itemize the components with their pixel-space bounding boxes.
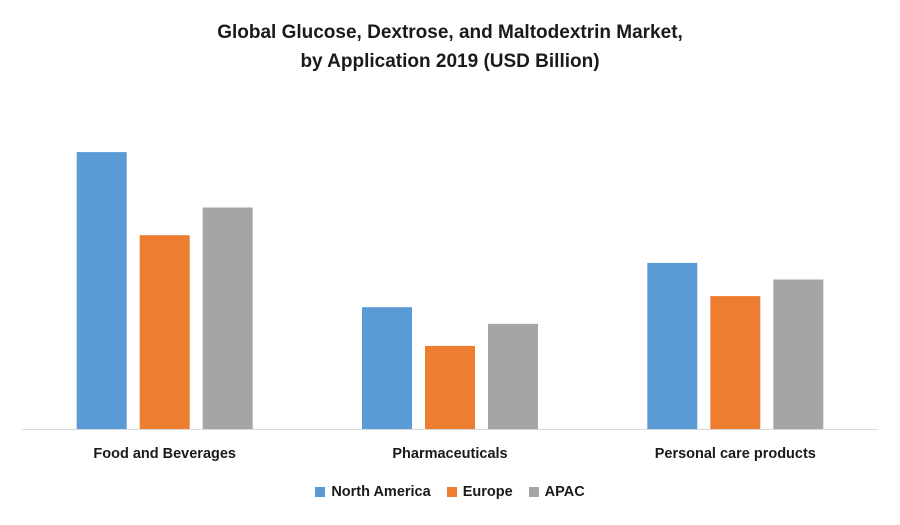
bar-europe-2 bbox=[710, 296, 761, 429]
bar-apac-2 bbox=[773, 279, 824, 429]
legend-item-north-america: North America bbox=[315, 484, 431, 500]
legend-label-apac: APAC bbox=[544, 484, 585, 500]
legend-label-europe: Europe bbox=[462, 484, 513, 500]
bar-north-america-1 bbox=[362, 307, 412, 429]
bar-europe-0 bbox=[139, 235, 190, 429]
bar-europe-1 bbox=[425, 345, 475, 429]
category-label: Food and Beverages bbox=[93, 446, 236, 462]
legend: North America Europe APAC bbox=[0, 484, 900, 500]
legend-swatch-north-america bbox=[315, 487, 326, 497]
bar-apac-1 bbox=[488, 323, 538, 429]
legend-swatch-apac bbox=[528, 487, 539, 497]
chart-subtitle: by Application 2019 (USD Billion) bbox=[300, 51, 600, 72]
legend-item-apac: APAC bbox=[528, 484, 585, 500]
category-label: Personal care products bbox=[655, 446, 816, 462]
legend-swatch-europe bbox=[446, 487, 457, 497]
chart-title: Global Glucose, Dextrose, and Maltodextr… bbox=[217, 22, 683, 43]
bar-north-america-0 bbox=[76, 152, 127, 429]
legend-item-europe: Europe bbox=[446, 484, 513, 500]
legend-label-north-america: North America bbox=[331, 484, 431, 500]
bar-apac-0 bbox=[202, 207, 253, 429]
category-label: Pharmaceuticals bbox=[392, 446, 507, 462]
bar-north-america-2 bbox=[647, 262, 698, 429]
